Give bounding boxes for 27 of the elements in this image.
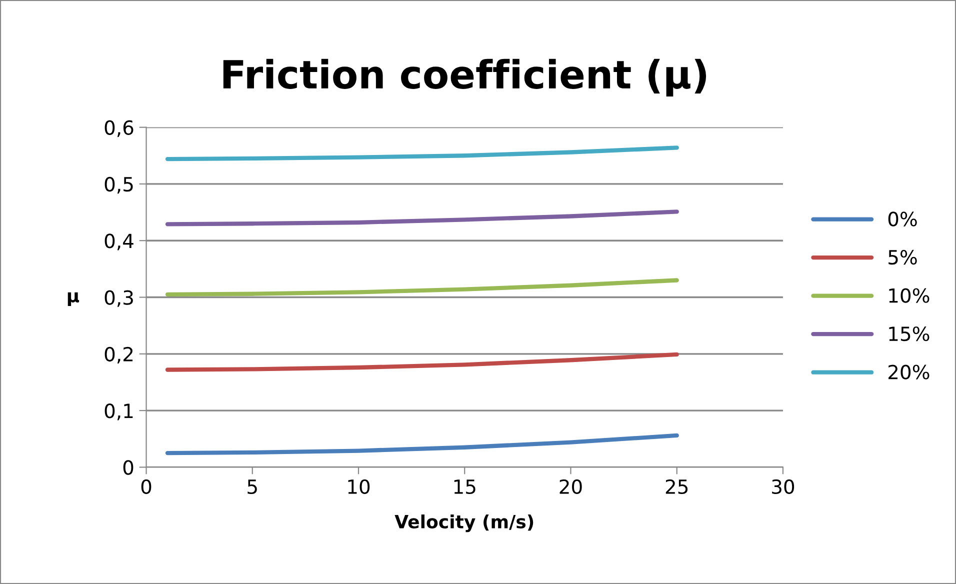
- legend-label: 20%: [888, 364, 930, 380]
- x-tick-label: 10: [348, 479, 370, 494]
- x-tick-label: 30: [772, 479, 794, 494]
- y-tick-label: 0,5: [104, 176, 133, 194]
- legend-label: 0%: [888, 212, 917, 226]
- x-tick-label: 25: [666, 479, 688, 494]
- y-tick-label: 0,3: [104, 290, 133, 307]
- legend-label: 5%: [888, 250, 917, 265]
- y-tick-label: 0,2: [104, 346, 133, 364]
- y-tick-label: 0,1: [104, 404, 133, 420]
- line-series: [165, 278, 679, 297]
- y-axis-title: μ: [68, 292, 80, 306]
- x-tick-label: 15: [454, 480, 476, 494]
- line-series: [165, 433, 679, 456]
- chart-title: Friction coefficient (μ): [223, 58, 706, 97]
- y-tick-label: 0: [123, 460, 134, 475]
- legend-label: 15%: [889, 326, 930, 342]
- x-tick-label: 0: [141, 479, 152, 494]
- line-series: [165, 352, 679, 372]
- y-tick-label: 0,6: [104, 120, 134, 137]
- x-tick-label: 20: [560, 479, 582, 494]
- line-series: [165, 146, 679, 162]
- y-tick-label: 0,4: [104, 234, 134, 250]
- x-axis-title: Velocity (m/s): [394, 514, 534, 532]
- x-tick-label: 5: [248, 480, 257, 494]
- legend-label: 10%: [889, 288, 930, 303]
- line-series: [165, 210, 679, 226]
